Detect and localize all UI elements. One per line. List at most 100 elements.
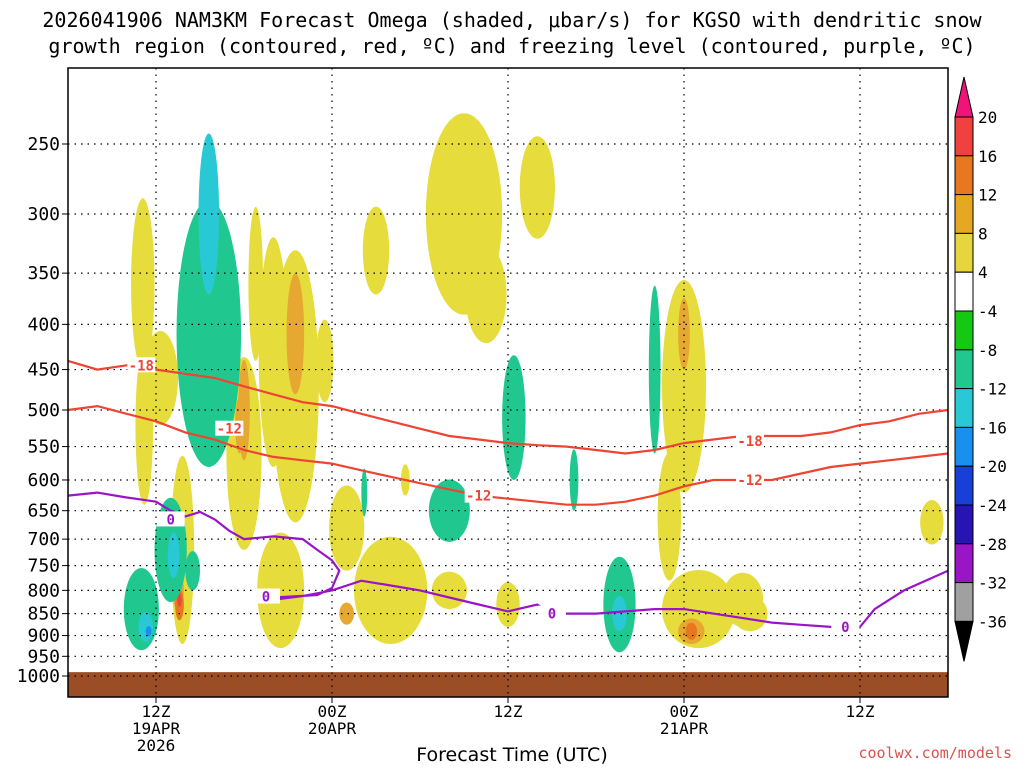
contour-label-m18-bg [736,432,764,448]
chart-title-line2: growth region (contoured, red, ºC) and f… [48,34,976,58]
colorbar-label: 20 [978,108,997,127]
contour-label-m18-bg [127,357,156,373]
colorbar-label: -4 [978,302,997,321]
y-tick-label: 950 [27,646,60,667]
colorbar-label: -20 [978,457,1007,476]
omega-positive-region [465,245,507,344]
omega-max-region [177,592,182,607]
y-tick-label: 550 [27,437,60,458]
colorbar-swatch [954,504,974,545]
omega-moderate-region [286,273,305,395]
omega-positive-region [519,136,555,239]
contour-label-m18: -18 [737,434,762,450]
y-tick-label: 600 [27,470,60,491]
omega-negative-region [612,595,627,632]
x-tick-year: 2026 [137,736,176,755]
freezing-level-label: 0 [262,590,270,606]
omega-negative-region [648,285,661,454]
omega-negative-region [176,200,242,467]
colorbar-bottom-arrow [954,620,974,662]
dendritic-contour [67,359,949,455]
y-tick-label: 650 [27,501,60,522]
omega-positive-region [142,330,178,426]
omega-moderate-region [339,602,354,625]
colorbar-label: -24 [978,496,1007,515]
colorbar-swatch [954,232,974,273]
freezing-level-label-bg [538,605,566,621]
contour-label-m12-bg [464,487,493,503]
colorbar-label: 12 [978,186,997,205]
omega-negative-region [502,355,526,480]
omega-moderate-region [678,298,690,370]
y-tick-label: 1000 [17,666,60,687]
colorbar-label: -28 [978,535,1007,554]
x-tick-label: 12Z [846,702,875,721]
omega-positive-region [732,595,768,632]
omega-positive-region [354,536,428,645]
omega-positive-region [662,279,706,493]
y-tick-label: 250 [27,134,60,155]
omega-strong-region [685,622,698,640]
omega-positive-region [496,582,520,627]
x-tick-date: 21APR [660,719,709,738]
omega-negative-region [145,626,152,637]
colorbar-swatch [954,582,974,622]
omega-negative-region [138,611,154,642]
x-tick-label: 12Z [142,702,171,721]
freezing-level-label: 0 [841,620,849,636]
omega-negative-region [198,133,220,295]
x-tick-date: 19APR [132,719,181,738]
dendritic-contour [67,404,949,506]
colorbar-label: 16 [978,147,997,166]
colorbar-swatch [954,194,974,234]
colorbar-label: -36 [978,612,1007,631]
y-tick-label: 350 [27,263,60,284]
y-tick-label: 500 [27,400,60,421]
y-tick-label: 800 [27,580,60,601]
colorbar-swatch [954,543,974,584]
y-tick-label: 900 [27,626,60,647]
omega-positive-region [362,206,390,295]
colorbar-label: -8 [978,341,997,360]
omega-negative-region [569,449,579,511]
contour-label-m12: -12 [737,473,762,489]
chart-title-line1: 2026041906 NAM3KM Forecast Omega (shaded… [42,8,982,32]
colorbar-swatch [954,349,974,390]
omega-positive-region [920,500,944,545]
colorbar-label: 4 [978,263,988,282]
freezing-level-label-bg [831,618,860,634]
contour-label-m12: -12 [466,489,491,505]
freezing-level-label-bg [156,511,185,527]
colorbar-label: -16 [978,418,1007,437]
y-tick-label: 450 [27,360,60,381]
omega-negative-region [428,479,470,542]
colorbar-label: -12 [978,380,1007,399]
colorbar-swatch [954,388,974,428]
colorbar-swatch [954,465,974,506]
colorbar-top-arrow [954,76,974,118]
x-tick-label: 00Z [318,702,347,721]
contour-label-m12-bg [215,420,244,436]
contour-label-m12-bg [736,471,764,487]
colorbar-swatch [954,426,974,467]
y-tick-label: 300 [27,204,60,225]
y-tick-label: 400 [27,314,60,335]
colorbar-label: -32 [978,574,1007,593]
omega-negative-region [185,550,201,591]
y-tick-label: 700 [27,529,60,550]
omega-positive-region [329,485,365,571]
freezing-level-contour [67,491,949,631]
x-tick-date: 20APR [308,719,357,738]
omega-negative-region [167,532,180,579]
colorbar-swatch [954,310,974,351]
y-tick-label: 850 [27,604,60,625]
x-tick-label: 12Z [494,702,523,721]
colorbar-swatch [954,155,974,196]
x-tick-label: 00Z [670,702,699,721]
omega-negative-region [361,468,368,517]
contour-label-m18: -18 [129,358,154,374]
freezing-level-label-bg [252,588,280,604]
freezing-level-label: 0 [166,512,174,528]
omega-positive-region [257,532,305,649]
